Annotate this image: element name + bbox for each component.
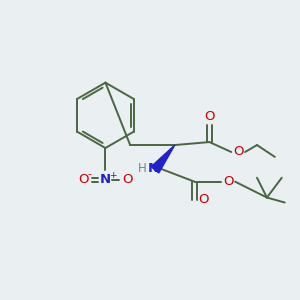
Text: +: + (109, 171, 116, 180)
Text: N: N (100, 173, 111, 186)
Text: O: O (122, 173, 133, 186)
Text: N: N (147, 162, 158, 175)
Text: O: O (223, 175, 233, 188)
Polygon shape (151, 145, 175, 173)
Text: O: O (78, 173, 89, 186)
Text: O: O (233, 146, 243, 158)
Text: O: O (198, 193, 209, 206)
Text: -: - (88, 169, 92, 179)
Text: H: H (138, 162, 146, 175)
Text: O: O (204, 110, 215, 123)
